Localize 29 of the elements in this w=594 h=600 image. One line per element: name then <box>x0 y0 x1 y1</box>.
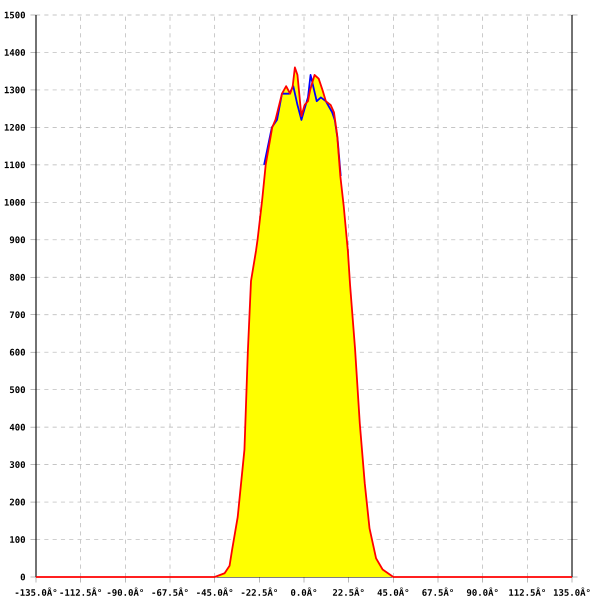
x-tick-label: 112.5Â° <box>509 587 546 596</box>
x-tick-label: 135.0Â° <box>554 587 590 596</box>
y-tick-label: 1400 <box>4 49 26 56</box>
y-tick-label: 1500 <box>4 12 26 18</box>
y-tick-label: 500 <box>10 386 26 394</box>
x-tick-label: 0.0Â° <box>291 587 316 596</box>
y-tick-label: 0 <box>20 574 26 580</box>
x-tick-label: 67.5Â° <box>422 587 453 596</box>
y-tick-label: 200 <box>10 498 26 506</box>
y-tick-label: 300 <box>10 461 26 468</box>
y-tick-label: 700 <box>10 311 26 318</box>
x-tick-label: 90.0Â° <box>466 587 498 596</box>
y-tick-label: 100 <box>10 536 26 543</box>
x-tick-label: -22.5Â° <box>242 587 278 596</box>
x-tick-label: -90.0Â° <box>108 587 144 596</box>
y-tick-label: 1200 <box>4 124 26 131</box>
y-tick-label: 600 <box>10 348 26 356</box>
y-tick-label: 1300 <box>4 86 26 94</box>
x-tick-label: -112.5Â° <box>60 587 102 596</box>
x-tick-label: -67.5Â° <box>152 587 188 596</box>
x-tick-label: -135.0Â° <box>16 587 56 596</box>
x-tick-label: 45.0Â° <box>378 587 408 596</box>
x-tick-label: -45.0Â° <box>197 587 232 596</box>
y-tick-label: 400 <box>10 424 26 431</box>
y-tick-label: 800 <box>10 274 26 281</box>
y-tick-label: 900 <box>10 236 26 244</box>
x-tick-label: 22.5Â° <box>332 587 364 596</box>
y-tick-label: 1100 <box>4 161 26 168</box>
y-tick-label: 1000 <box>4 198 26 206</box>
